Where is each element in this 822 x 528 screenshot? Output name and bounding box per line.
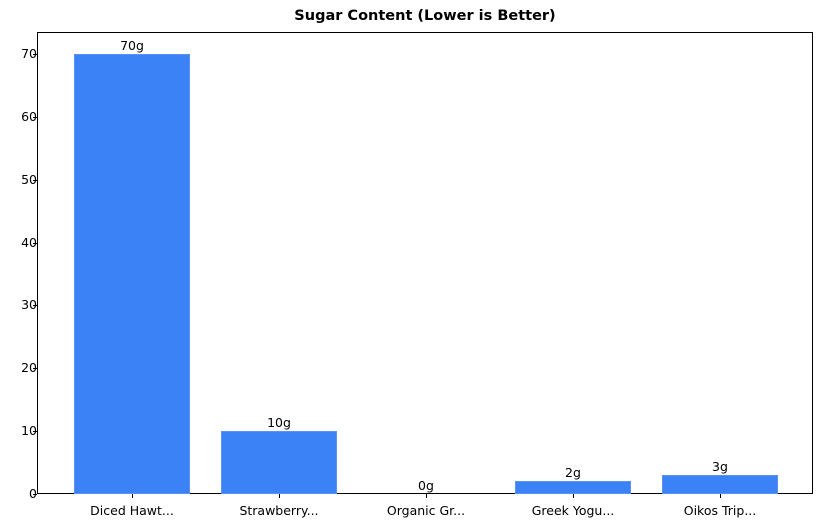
y-tick-label: 50 [21, 171, 37, 187]
bar [221, 431, 337, 494]
x-tick-label: Oikos Trip... [683, 503, 757, 518]
y-tick-mark [33, 305, 37, 307]
y-tick-label: 20 [21, 360, 37, 376]
x-tick-label: Diced Hawt... [90, 503, 174, 518]
y-tick-mark [33, 242, 37, 244]
bar-value-label: 70g [120, 38, 144, 53]
bar-value-label: 2g [565, 465, 581, 481]
y-tick-label: 40 [21, 234, 37, 250]
y-tick-mark [33, 54, 37, 55]
y-tick-label: 30 [21, 297, 37, 313]
y-tick-mark [33, 431, 37, 433]
x-tick-mark [720, 494, 721, 498]
x-tick-mark [426, 494, 427, 498]
y-tick-mark [33, 116, 37, 118]
y-tick-mark [33, 494, 37, 495]
bar-value-label: 3g [712, 459, 728, 475]
x-tick-mark [279, 494, 280, 498]
bar [74, 54, 190, 494]
bar-value-label: 0g [418, 478, 434, 493]
bar [515, 481, 631, 494]
x-tick-mark [573, 494, 574, 498]
bar [662, 475, 778, 494]
bar-value-label: 10g [267, 415, 291, 431]
x-tick-label: Strawberry... [239, 503, 319, 518]
y-tick-label: 10 [21, 423, 37, 439]
chart-title: Sugar Content (Lower is Better) [294, 8, 556, 24]
x-tick-label: Greek Yogu... [531, 503, 615, 518]
y-tick-label: 0 [0, 486, 37, 501]
x-tick-label: Organic Gr... [386, 503, 466, 518]
y-tick-mark [33, 368, 37, 370]
y-tick-mark [33, 179, 37, 181]
y-tick-label: 60 [21, 108, 37, 124]
plot-area [37, 32, 813, 494]
y-tick-label: 70 [21, 46, 37, 61]
x-tick-mark [132, 494, 133, 498]
